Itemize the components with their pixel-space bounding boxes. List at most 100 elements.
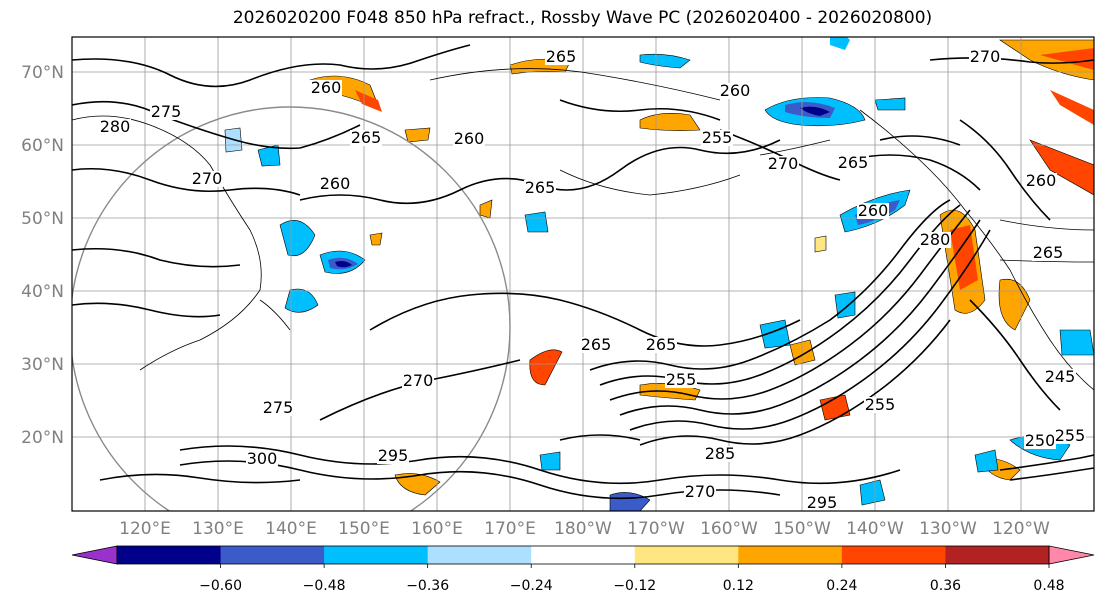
contour-label: 270: [685, 482, 716, 501]
contour-label-bg: [402, 373, 434, 389]
colorbar-max-extension: [1048, 545, 1095, 565]
contour-label-bg: [704, 446, 736, 462]
contour-label: 255: [1055, 426, 1086, 445]
contour-label-bg: [701, 130, 733, 146]
contour-label: 270: [768, 154, 799, 173]
contour-label-bg: [919, 232, 951, 248]
contour-label-bg: [767, 156, 799, 172]
contour-label: 265: [1033, 243, 1064, 262]
contour-label: 285: [705, 444, 736, 463]
contour-label-bg: [350, 130, 382, 146]
contour-label: 265: [838, 153, 869, 172]
colorbar: −0.60 −0.48 −0.36 −0.24 −0.12 0.12 0.24 0.36 0.4…: [71, 545, 1095, 594]
contour-label-bg: [806, 495, 838, 511]
colorbar-swatch: [634, 546, 739, 564]
longitude-label: 160°W: [700, 519, 758, 539]
contour-label-bg: [524, 180, 556, 196]
longitude-labels: 120°E 130°E 140°E 150°E 160°E 170°E 180°W 170°W…: [119, 519, 1050, 539]
contour-label: 255: [865, 395, 896, 414]
latitude-label: 70°N: [21, 63, 64, 83]
map-title: 2026020200 F048 850 hPa refract., Rossby…: [232, 8, 933, 28]
colorbar-tick-label: −0.48: [303, 578, 346, 594]
contour-label-bg: [545, 49, 577, 65]
latitude-label: 50°N: [21, 209, 64, 229]
contour-label: 255: [702, 128, 733, 147]
longitude-label: 150°W: [773, 519, 831, 539]
contour-label-bg: [191, 171, 223, 187]
contour-label: 275: [263, 398, 294, 417]
contour-label: 260: [320, 174, 351, 193]
contour-label-bg: [377, 448, 409, 464]
contour-label: 270: [403, 371, 434, 390]
contour-label: 260: [454, 129, 485, 148]
contour-label: 255: [666, 370, 697, 389]
colorbar-min-extension: [71, 545, 118, 565]
coastlines: [72, 68, 1094, 391]
colorbar-swatch: [945, 546, 1050, 564]
contour-label-bg: [864, 397, 896, 413]
longitude-label: 130°E: [192, 519, 244, 539]
contour-label: 280: [100, 117, 131, 136]
contour-label-bg: [684, 484, 716, 500]
contour-label-bg: [857, 203, 889, 219]
contour-label: 265: [546, 47, 577, 66]
colorbar-frame: [116, 545, 1050, 565]
contour-label-bg: [262, 400, 294, 416]
colorbar-swatch: [738, 546, 843, 564]
contour-label-bg: [665, 372, 697, 388]
colorbar-tick-label: −0.60: [199, 578, 242, 594]
latitude-label: 40°N: [21, 282, 64, 302]
contour-label: 260: [858, 201, 889, 220]
contour-label: 265: [525, 178, 556, 197]
contour-label-bg: [719, 83, 751, 99]
contour-label: 260: [720, 81, 751, 100]
colorbar-swatch: [117, 546, 222, 564]
contour-label-bg: [319, 176, 351, 192]
contour-label-bg: [1025, 173, 1057, 189]
colorbar-swatch: [841, 546, 946, 564]
latitude-label: 20°N: [21, 428, 64, 448]
contour-label: 295: [378, 446, 409, 465]
contour-labels: 275 280 270 260 265 260 265 260 265 260 255 270 265 2…: [99, 47, 1086, 512]
contour-label-bg: [1044, 369, 1076, 385]
contour-label: 295: [807, 493, 838, 512]
colorbar-tick-label: 0.48: [1033, 578, 1064, 594]
contour-label-bg: [310, 80, 342, 96]
contour-label: 245: [1045, 367, 1076, 386]
contour-label: 270: [192, 169, 223, 188]
contour-label: 260: [1026, 171, 1057, 190]
latitude-label: 60°N: [21, 136, 64, 156]
contour-label-bg: [837, 155, 869, 171]
contour-label-bg: [645, 337, 677, 353]
colorbar-tick-label: −0.36: [406, 578, 449, 594]
contour-label: 265: [646, 335, 677, 354]
longitude-label: 140°W: [846, 519, 904, 539]
contour-label: 275: [151, 102, 182, 121]
longitude-label: 120°E: [119, 519, 171, 539]
longitude-label: 120°W: [992, 519, 1050, 539]
contour-label-bg: [580, 337, 612, 353]
colorbar-tick-label: 0.36: [930, 578, 961, 594]
wave-packet-circle: [72, 106, 511, 511]
contour-label: 260: [311, 78, 342, 97]
contour-label-bg: [1024, 433, 1056, 449]
contour-label: 270: [970, 47, 1001, 66]
contour-label-bg: [969, 49, 1001, 65]
longitude-label: 130°W: [919, 519, 977, 539]
contour-label-bg: [1032, 245, 1064, 261]
contour-label-bg: [246, 451, 278, 467]
colorbar-swatch: [324, 546, 429, 564]
longitude-label: 170°E: [484, 519, 536, 539]
contour-label: 265: [581, 335, 612, 354]
colorbar-swatch: [427, 546, 532, 564]
colorbar-tick-label: −0.24: [510, 578, 553, 594]
longitude-label: 140°E: [265, 519, 317, 539]
longitude-label: 170°W: [627, 519, 685, 539]
colorbar-swatch: [531, 546, 636, 564]
longitude-label: 160°E: [411, 519, 463, 539]
longitude-label: 180°W: [554, 519, 612, 539]
longitude-label: 150°E: [338, 519, 390, 539]
contour-label: 250: [1025, 431, 1056, 450]
colorbar-swatch: [220, 546, 325, 564]
